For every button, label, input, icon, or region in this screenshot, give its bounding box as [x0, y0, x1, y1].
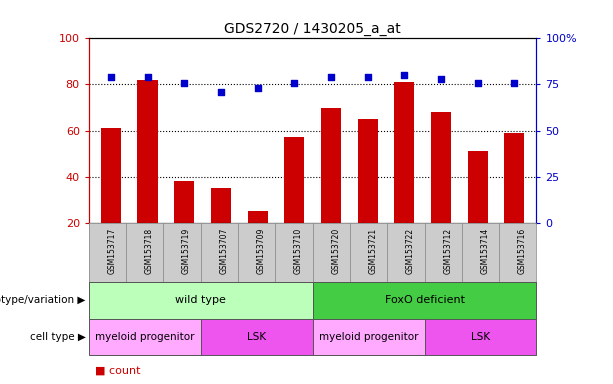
Text: GSM153720: GSM153720 — [331, 227, 340, 274]
Text: genotype/variation ▶: genotype/variation ▶ — [0, 295, 86, 306]
Bar — [211, 188, 231, 223]
Text: GSM153707: GSM153707 — [219, 227, 229, 274]
Point — [106, 74, 116, 80]
Bar — [468, 151, 488, 223]
Point — [253, 85, 262, 91]
Point — [180, 79, 189, 86]
Point — [143, 74, 153, 80]
Text: GSM153719: GSM153719 — [182, 227, 191, 274]
Text: GSM153721: GSM153721 — [368, 227, 378, 274]
Point — [436, 76, 446, 82]
Text: cell type ▶: cell type ▶ — [30, 332, 86, 342]
Bar — [431, 112, 451, 223]
Text: GSM153722: GSM153722 — [406, 227, 415, 274]
Text: GSM153712: GSM153712 — [443, 227, 452, 274]
Bar — [424, 319, 536, 355]
Text: LSK: LSK — [247, 332, 266, 342]
Bar — [101, 128, 121, 223]
Text: GSM153709: GSM153709 — [257, 227, 265, 274]
Point — [363, 74, 373, 80]
Point — [326, 74, 336, 80]
Bar — [357, 119, 378, 223]
Text: GSM153716: GSM153716 — [518, 227, 527, 274]
Point — [400, 72, 409, 78]
Text: ■ count: ■ count — [95, 366, 140, 376]
Point — [473, 79, 482, 86]
Text: LSK: LSK — [471, 332, 490, 342]
Bar — [321, 108, 341, 223]
Bar — [89, 319, 201, 355]
Bar — [504, 133, 525, 223]
Point — [216, 89, 226, 95]
Text: wild type: wild type — [175, 295, 226, 306]
Bar — [201, 319, 313, 355]
Text: GSM153718: GSM153718 — [145, 227, 154, 274]
Bar — [248, 211, 268, 223]
Text: FoxO deficient: FoxO deficient — [384, 295, 465, 306]
Point — [509, 79, 519, 86]
Bar — [313, 319, 424, 355]
Text: GSM153710: GSM153710 — [294, 227, 303, 274]
Bar — [174, 181, 194, 223]
Bar — [137, 80, 158, 223]
Text: GSM153717: GSM153717 — [107, 227, 116, 274]
Point — [289, 79, 299, 86]
Text: myeloid progenitor: myeloid progenitor — [319, 332, 418, 342]
Bar — [313, 282, 536, 319]
Bar — [284, 137, 305, 223]
Title: GDS2720 / 1430205_a_at: GDS2720 / 1430205_a_at — [224, 22, 401, 36]
Bar — [89, 282, 313, 319]
Bar — [394, 82, 414, 223]
Text: myeloid progenitor: myeloid progenitor — [95, 332, 194, 342]
Text: GSM153714: GSM153714 — [481, 227, 489, 274]
